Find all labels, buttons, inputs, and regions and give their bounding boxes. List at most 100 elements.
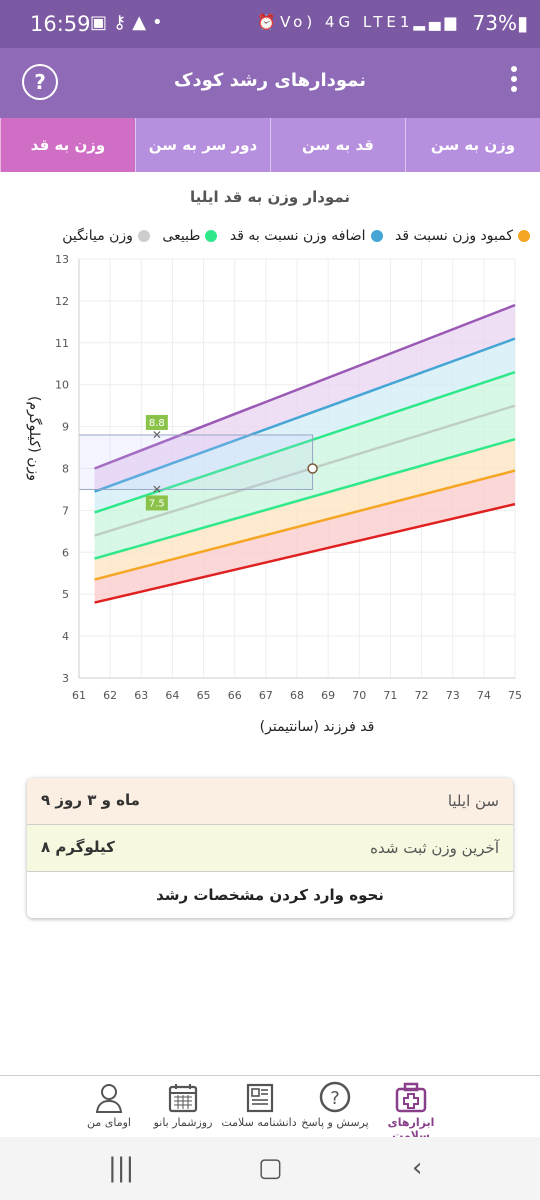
- reference-label: 8.8: [149, 418, 165, 429]
- band-area: [94, 439, 516, 580]
- x-tick-label: 74: [477, 689, 491, 702]
- series-line: [94, 337, 516, 493]
- reference-label-box: [145, 414, 168, 430]
- band-area: [94, 372, 516, 536]
- clock: 16:59: [30, 12, 91, 36]
- legend-label: اضافه وزن نسبت به قد: [229, 228, 366, 244]
- child-data-point: [307, 463, 318, 474]
- y-tick-label: 7: [62, 504, 69, 517]
- series-line: [94, 404, 516, 537]
- nav-encyclopedia[interactable]: دانشنامه سلامت: [220, 1080, 298, 1129]
- legend-normal[interactable]: طبیعی: [162, 228, 218, 244]
- tab-height-for-age[interactable]: قد به سن: [270, 118, 405, 172]
- x-tick-label: 66: [228, 689, 242, 702]
- legend-dot: [370, 230, 383, 242]
- series-line: [94, 502, 516, 604]
- nav-health-tools[interactable]: ابزارهای سلامت: [372, 1080, 450, 1142]
- y-tick-label: 9: [62, 421, 69, 434]
- tab-weight-for-age[interactable]: وزن به سن: [405, 118, 540, 172]
- x-tick-label: 64: [165, 689, 179, 702]
- x-tick-label: 72: [415, 689, 429, 702]
- y-tick-label: 11: [55, 337, 69, 350]
- page-title: نمودارهای رشد کودک: [173, 70, 367, 91]
- y-tick-label: 13: [55, 253, 69, 266]
- home-icon[interactable]: ▢: [258, 1153, 283, 1183]
- y-tick-label: 6: [62, 546, 69, 559]
- legend-dot: [518, 230, 530, 242]
- series-line: [94, 303, 516, 470]
- reference-x-marker: ✕: [152, 428, 162, 442]
- battery-icon: ▮: [516, 11, 528, 35]
- notification-icons: ▣⚷▲•: [90, 12, 169, 33]
- band-area: [94, 405, 516, 559]
- y-tick-label: 4: [62, 630, 69, 643]
- band-area: [94, 338, 516, 513]
- chart-title: نمودار وزن به قد ایلیا: [189, 188, 351, 206]
- legend-label: وزن میانگین: [62, 228, 133, 244]
- bottom-navigation: ابزارهای سلامت ? پرسش و پاسخ دانشنامه سل…: [0, 1075, 540, 1142]
- band-area: [94, 305, 516, 492]
- nav-profile[interactable]: اومای من: [70, 1080, 148, 1129]
- system-navigation: ||| ▢ ‹: [0, 1137, 540, 1200]
- nav-label: روزشمار بانو: [153, 1116, 213, 1129]
- chart-bands: [94, 305, 516, 603]
- image-icon: ▣: [90, 12, 114, 33]
- signal-icon: ▂▄▆: [413, 13, 460, 31]
- y-axis-title: وزن (کیلوگرم): [26, 396, 43, 481]
- app-bar: ? نمودارهای رشد کودک: [0, 48, 540, 118]
- x-tick-label: 71: [383, 689, 397, 702]
- profile-icon: [70, 1080, 148, 1116]
- weight-label: آخرین وزن ثبت شده: [370, 839, 499, 857]
- battery-level: 73%▮: [473, 11, 528, 35]
- child-info-card: سن ایلیا ۹ ماه و ۳ روز آخرین وزن ثبت شده…: [27, 778, 513, 918]
- y-tick-label: 12: [55, 295, 69, 308]
- x-tick-label: 65: [197, 689, 211, 702]
- y-tick-label: 3: [62, 672, 69, 685]
- status-bar: 16:59 ▣⚷▲• ⏰Vo) 4G LTE1▂▄▆ 73%▮: [0, 0, 540, 48]
- reference-x-marker: ✕: [152, 482, 162, 496]
- growth-help-link[interactable]: نحوه وارد کردن مشخصات رشد: [27, 872, 513, 918]
- chart-tabs: وزن به سن قد به سن دور سر به سن وزن به ق…: [0, 118, 540, 172]
- legend-overweight[interactable]: اضافه وزن نسبت به قد: [230, 228, 383, 244]
- legend-underweight[interactable]: کمبود وزن نسبت قد: [395, 228, 530, 244]
- help-button[interactable]: ?: [22, 64, 58, 100]
- x-tick-label: 68: [290, 689, 304, 702]
- tab-head-for-age[interactable]: دور سر به سن: [135, 118, 270, 172]
- more-menu-button[interactable]: [510, 66, 518, 100]
- nav-label: پرسش و پاسخ: [301, 1116, 369, 1129]
- recent-apps-icon[interactable]: |||: [108, 1153, 135, 1183]
- legend-label: طبیعی: [162, 228, 201, 244]
- x-tick-label: 67: [259, 689, 273, 702]
- nav-qa[interactable]: ? پرسش و پاسخ: [296, 1080, 374, 1129]
- nav-label: اومای من: [87, 1116, 131, 1129]
- chart-axes: 61 62 63 64 65 66 67 68 69 70 71 72 73 74 753456789101…: [26, 253, 522, 735]
- nav-calendar[interactable]: روزشمار بانو: [144, 1080, 222, 1129]
- series-line: [94, 469, 516, 581]
- growth-chart: ✕8.8✕7.5 61 62 63 64 65 66 67 68 69 70 71 72 73 74 753…: [26, 253, 522, 735]
- x-tick-label: 61: [72, 689, 86, 702]
- warning-icon: ▲: [132, 12, 153, 33]
- chart-markers: ✕8.8✕7.5: [78, 414, 318, 511]
- tab-weight-for-height[interactable]: وزن به قد: [0, 118, 135, 172]
- age-label: سن ایلیا: [447, 792, 499, 810]
- key-icon: ⚷: [113, 12, 133, 33]
- x-tick-label: 69: [321, 689, 335, 702]
- dot-icon: •: [152, 12, 169, 33]
- back-icon[interactable]: ‹: [412, 1153, 423, 1183]
- age-value: ۹ ماه و ۳ روز: [41, 791, 140, 809]
- chart-legend: کمبود وزن نسبت قد اضافه وزن نسبت به قد ط…: [8, 228, 530, 250]
- legend-dot: [205, 230, 218, 242]
- x-tick-label: 73: [446, 689, 460, 702]
- newspaper-icon: [220, 1080, 298, 1116]
- legend-average[interactable]: وزن میانگین: [62, 228, 150, 244]
- calendar-icon: [144, 1080, 222, 1116]
- legend-dot: [137, 230, 150, 242]
- weight-value: ۸ کیلوگرم: [41, 838, 115, 856]
- weight-row: آخرین وزن ثبت شده ۸ کیلوگرم: [27, 825, 513, 872]
- network-label: Vo) 4G LTE1: [280, 13, 414, 31]
- nav-label: دانشنامه سلامت: [221, 1116, 297, 1129]
- medical-kit-icon: [372, 1080, 450, 1116]
- x-tick-label: 62: [103, 689, 117, 702]
- child-guide-box: [78, 434, 314, 490]
- chart-lines: [94, 303, 516, 604]
